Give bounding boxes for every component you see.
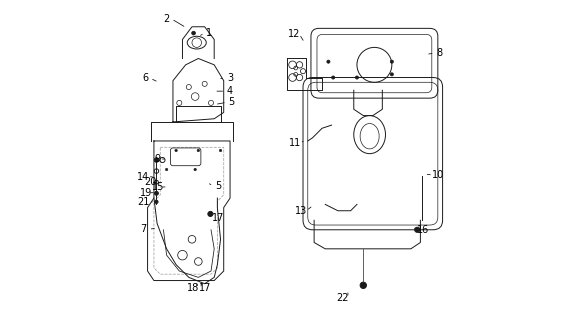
Circle shape bbox=[154, 158, 158, 162]
Text: 15: 15 bbox=[151, 182, 164, 192]
Text: 5: 5 bbox=[215, 181, 221, 191]
Circle shape bbox=[197, 149, 200, 152]
Text: 4: 4 bbox=[227, 86, 233, 96]
Circle shape bbox=[155, 200, 158, 204]
Text: 3: 3 bbox=[227, 74, 233, 84]
Circle shape bbox=[175, 149, 177, 152]
Text: 10: 10 bbox=[431, 170, 444, 180]
Text: 12: 12 bbox=[288, 29, 301, 39]
Text: 7: 7 bbox=[141, 224, 147, 234]
Text: 5: 5 bbox=[228, 97, 235, 107]
Circle shape bbox=[194, 168, 197, 171]
Text: 11: 11 bbox=[289, 138, 301, 148]
Circle shape bbox=[355, 76, 359, 79]
Text: 8: 8 bbox=[436, 48, 443, 58]
Text: 9: 9 bbox=[154, 154, 161, 164]
Text: 21: 21 bbox=[137, 197, 150, 207]
Circle shape bbox=[208, 212, 213, 216]
Circle shape bbox=[154, 191, 158, 195]
Circle shape bbox=[327, 60, 330, 63]
Text: 13: 13 bbox=[295, 206, 308, 216]
Text: 17: 17 bbox=[212, 213, 224, 223]
Text: 18: 18 bbox=[187, 284, 199, 293]
Circle shape bbox=[360, 282, 366, 288]
Text: 2: 2 bbox=[164, 14, 170, 24]
Text: 14: 14 bbox=[137, 172, 149, 182]
Circle shape bbox=[220, 149, 222, 152]
Text: 1: 1 bbox=[207, 28, 212, 38]
Circle shape bbox=[332, 76, 335, 79]
Text: 22: 22 bbox=[337, 293, 349, 303]
Circle shape bbox=[166, 168, 168, 171]
Circle shape bbox=[414, 227, 420, 232]
Text: 6: 6 bbox=[142, 73, 149, 83]
Circle shape bbox=[192, 31, 195, 35]
Text: 17: 17 bbox=[198, 284, 211, 293]
Circle shape bbox=[390, 73, 393, 76]
Text: 20: 20 bbox=[144, 177, 156, 187]
Text: 19: 19 bbox=[140, 188, 152, 198]
Circle shape bbox=[390, 60, 393, 63]
Text: 16: 16 bbox=[417, 225, 429, 236]
